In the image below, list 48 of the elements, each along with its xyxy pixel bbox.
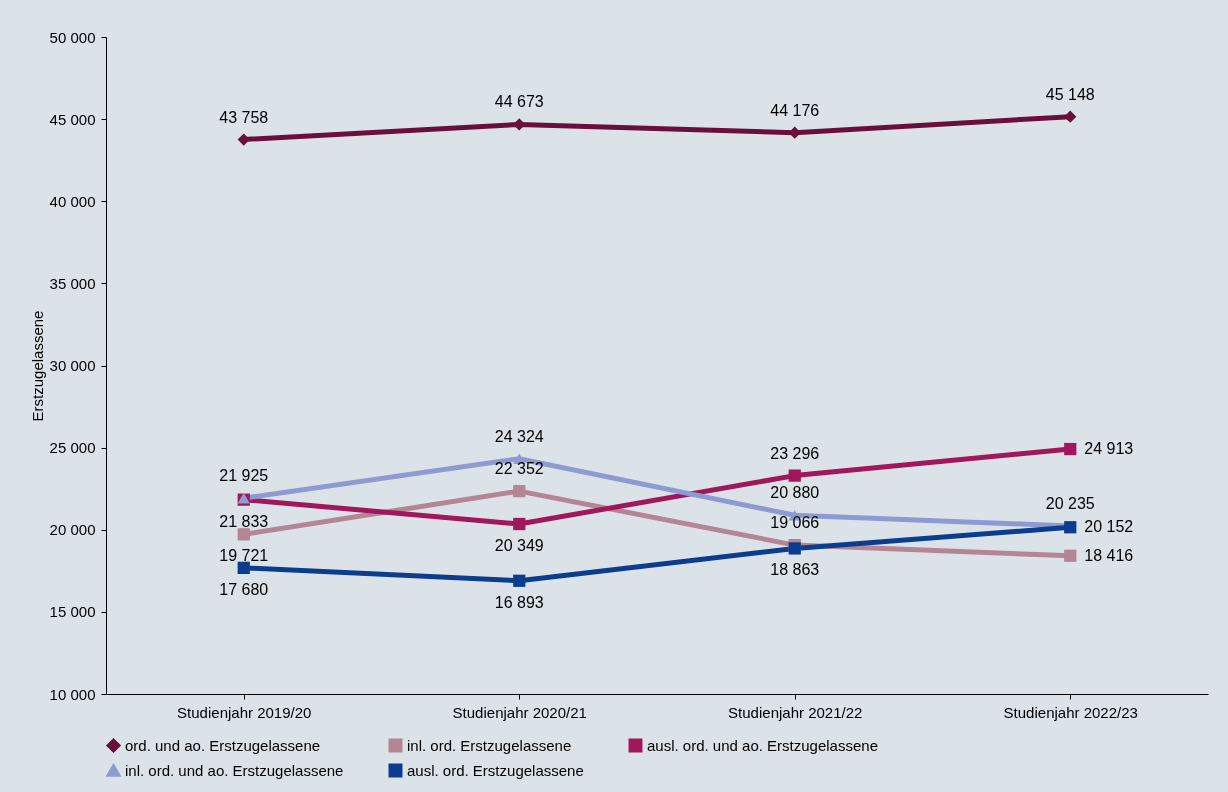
legend-label: inl. ord. Erstzugelassene [407,736,572,754]
y-tick-label: 15 000 [49,603,96,621]
data-label: 24 324 [494,427,544,445]
y-tick-label: 45 000 [49,110,96,128]
data-label: 44 673 [494,93,544,111]
data-label: 43 758 [219,108,269,126]
y-tick-label: 40 000 [49,192,96,210]
y-tick-label: 50 000 [49,28,96,46]
point [513,574,526,587]
data-label: 19 721 [219,547,269,565]
point [237,528,250,541]
data-label: 18 416 [1084,546,1134,564]
data-label: 20 349 [494,537,544,555]
point [1064,442,1077,456]
point [513,484,526,498]
y-tick-label: 25 000 [49,439,96,457]
data-label: 17 680 [219,580,269,598]
data-label: 20 235 [1045,494,1095,512]
y-tick-label: 30 000 [49,357,96,374]
data-label: 23 296 [770,444,820,462]
y-axis-title: Erstzugelassene [28,310,46,422]
data-label: 44 176 [770,101,820,119]
x-tick-label: Studienjahr 2021/22 [728,703,863,721]
y-tick-label: 35 000 [49,274,96,292]
y-tick-label: 10 000 [49,685,96,703]
data-label: 22 352 [494,460,544,478]
data-label: 21 833 [219,512,269,530]
legend-label: ausl. ord. und ao. Erstzugelassene [647,736,878,754]
x-tick-label: Studienjahr 2020/21 [452,703,587,721]
data-label: 18 863 [770,561,820,579]
data-label: 16 893 [494,593,544,611]
point [513,517,526,531]
data-label: 20 152 [1084,518,1134,536]
data-label: 21 925 [219,467,269,485]
y-tick-label: 20 000 [49,521,96,539]
point [788,542,801,555]
point [788,469,801,482]
data-label: 20 880 [770,484,820,502]
x-tick-label: Studienjahr 2022/23 [1003,703,1138,721]
legend-label: ord. und ao. Erstzugelassene [125,736,321,754]
x-tick-label: Studienjahr 2019/20 [177,703,312,721]
legend-label: ausl. ord. Erstzugelassene [407,761,584,779]
data-label: 19 066 [770,514,820,532]
point [1064,549,1077,562]
data-label: 45 148 [1045,85,1095,103]
data-label: 24 913 [1084,440,1134,458]
legend-label: inl. ord. und ao. Erstzugelassene [125,761,344,779]
point [237,561,250,574]
